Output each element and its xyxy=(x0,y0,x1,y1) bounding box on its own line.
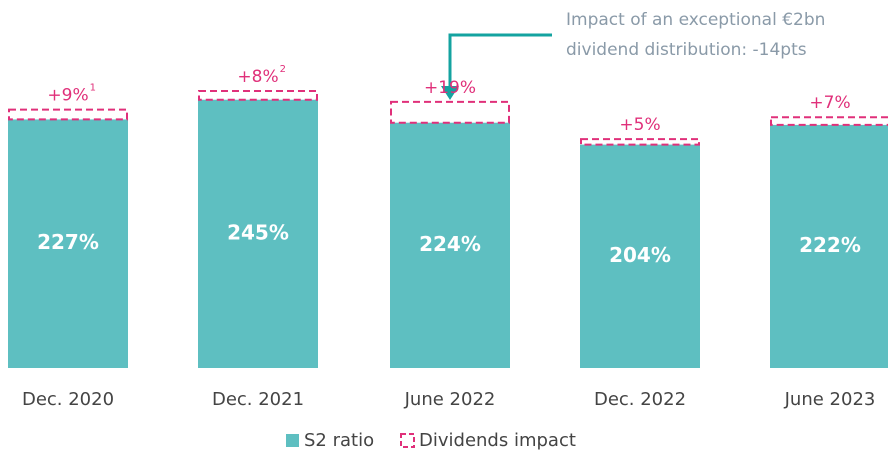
footnote-marker: 2 xyxy=(280,64,286,75)
bar-value-label: 222% xyxy=(799,233,861,257)
legend-label: S2 ratio xyxy=(304,430,374,451)
bar xyxy=(580,144,700,368)
bar xyxy=(770,124,888,368)
x-tick-label: Dec. 2022 xyxy=(594,389,686,410)
legend-label: Dividends impact xyxy=(419,430,576,451)
annotation-line: Impact of an exceptional €2bn xyxy=(566,10,825,30)
dividend-segment xyxy=(198,89,318,101)
dividend-segment xyxy=(390,100,510,124)
dividend-label: +19% xyxy=(424,78,476,98)
bar xyxy=(8,119,128,368)
dividend-segment xyxy=(8,108,128,121)
x-tick-label: Dec. 2020 xyxy=(22,389,114,410)
dividend-label: +5% xyxy=(619,115,660,135)
bar xyxy=(390,122,510,368)
bar-value-label: 224% xyxy=(419,232,481,256)
bar xyxy=(198,99,318,368)
x-tick-label: Dec. 2021 xyxy=(212,389,304,410)
bar-value-label: 245% xyxy=(227,220,289,244)
x-tick-label: June 2023 xyxy=(784,389,876,410)
legend-swatch xyxy=(400,433,415,448)
annotation-line: dividend distribution: -14pts xyxy=(566,40,807,60)
dividend-segment xyxy=(580,138,700,146)
dividend-segment xyxy=(770,116,888,126)
x-tick-label: June 2022 xyxy=(404,389,496,410)
dividend-label: +8% xyxy=(237,67,278,87)
bar-value-label: 204% xyxy=(609,243,671,267)
footnote-marker: 1 xyxy=(90,83,96,94)
legend-swatch xyxy=(286,434,299,447)
dividend-label: +9% xyxy=(47,86,88,106)
dividend-label: +7% xyxy=(809,93,850,113)
bar-value-label: 227% xyxy=(37,230,99,254)
annotation-arrowhead xyxy=(441,86,459,100)
annotation-arrow xyxy=(448,33,552,88)
